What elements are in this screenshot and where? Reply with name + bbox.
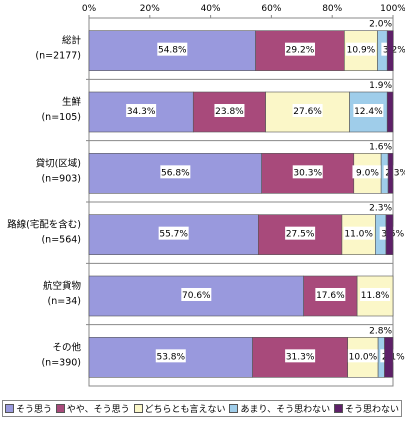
data-label: 53.8% [156,352,185,362]
data-label-box [214,104,245,117]
data-label: 10.0% [349,352,378,362]
data-label: 2.3% [369,204,392,214]
data-label: 27.5% [286,230,315,240]
data-label: 10.9% [347,46,376,56]
data-label: 54.8% [158,46,187,56]
category-label: 路線(宅配を含む) [7,219,81,231]
data-label: 30.3% [293,168,322,178]
data-label-box [343,226,374,240]
data-label-box [353,104,384,117]
legend-label: そう思わない [344,405,399,415]
data-label-box [157,42,188,56]
legend-label: やや、そう思う [66,405,130,415]
data-label-box [155,349,186,363]
data-label-box [126,104,157,117]
category-label: 航空貨物 [43,280,82,292]
data-label: 3.2% [383,46,405,56]
chart-legend: そう思う やや、そう思う どちらとも言えない あまり、そう思わない そう思わない [2,400,402,417]
data-label: 55.7% [159,230,188,240]
data-label: 11.0% [344,230,373,240]
category-label: その他 [52,341,81,353]
legend-swatch [333,404,343,413]
bar-segment [384,337,394,378]
x-tick-label: 80% [322,4,342,14]
bar-segment [385,214,394,255]
category-n-label: (n=903) [41,173,81,184]
data-label: 17.6% [316,291,345,301]
data-label: 29.2% [286,46,315,56]
category-label: 貸切(区域) [36,157,81,169]
data-label: 23.8% [215,107,244,117]
category-label: 生鮮 [62,96,82,108]
x-tick-label: 0% [82,4,97,14]
data-label-box [158,226,189,240]
data-label: 27.6% [293,107,322,117]
stacked-bar-chart: 0% 20% 40% 60% 80% 100% 総計 (n=2177) 54.8% 29.2% 10… [7,4,405,387]
legend-item: そう思う [4,402,52,415]
data-label: 9.0% [356,168,379,178]
data-label-box [347,349,378,363]
legend-item: あまり、そう思わない [229,402,330,415]
legend-swatch [4,404,14,413]
legend-label: そう思う [15,405,52,415]
data-label-box [292,165,323,179]
bar-segment [386,91,394,133]
legend-label: どちらとも言えない [144,405,226,415]
data-label: 70.6% [182,291,211,301]
data-label: 34.3% [127,107,156,117]
data-label: 56.8% [161,168,190,178]
legend-item: そう思わない [333,402,399,415]
data-label: 11.8% [361,291,390,301]
bar-segment [386,30,394,71]
data-label-box [292,104,323,117]
data-label-box [285,349,316,363]
data-label-box [284,42,315,56]
x-tick-label: 20% [140,4,160,14]
data-label-box [352,165,383,179]
legend-item: どちらとも言えない [133,402,226,415]
category-n-label: (n=105) [41,112,81,123]
category-n-label: (n=34) [48,296,81,307]
data-label-box [181,288,212,301]
x-tick-label: 60% [261,4,281,14]
data-label-box [315,288,346,301]
data-label: 31.3% [286,352,315,362]
data-label-box [360,288,391,301]
legend-swatch [55,404,65,413]
legend-swatch [229,404,239,413]
data-label: 12.4% [354,107,383,117]
data-label: 2.8% [369,326,392,336]
data-label-box [345,42,376,56]
x-tick-label: 100% [380,4,405,14]
category-n-label: (n=2177) [35,51,81,62]
legend-label: あまり、そう思わない [240,405,331,415]
category-n-label: (n=390) [41,357,81,368]
category-n-label: (n=564) [41,235,81,246]
data-label: 2.1% [382,352,405,362]
category-label: 総計 [62,35,82,47]
data-label: 1.6% [369,142,392,152]
data-label: 1.9% [369,81,392,91]
data-label-box [285,226,316,240]
x-tick-label: 40% [201,4,221,14]
data-label-box [160,165,191,179]
data-label: 2.0% [369,20,392,30]
bar-segment [387,153,394,194]
data-label: 2.3% [385,168,405,178]
legend-item: やや、そう思う [55,402,130,415]
legend-swatch [133,404,143,413]
